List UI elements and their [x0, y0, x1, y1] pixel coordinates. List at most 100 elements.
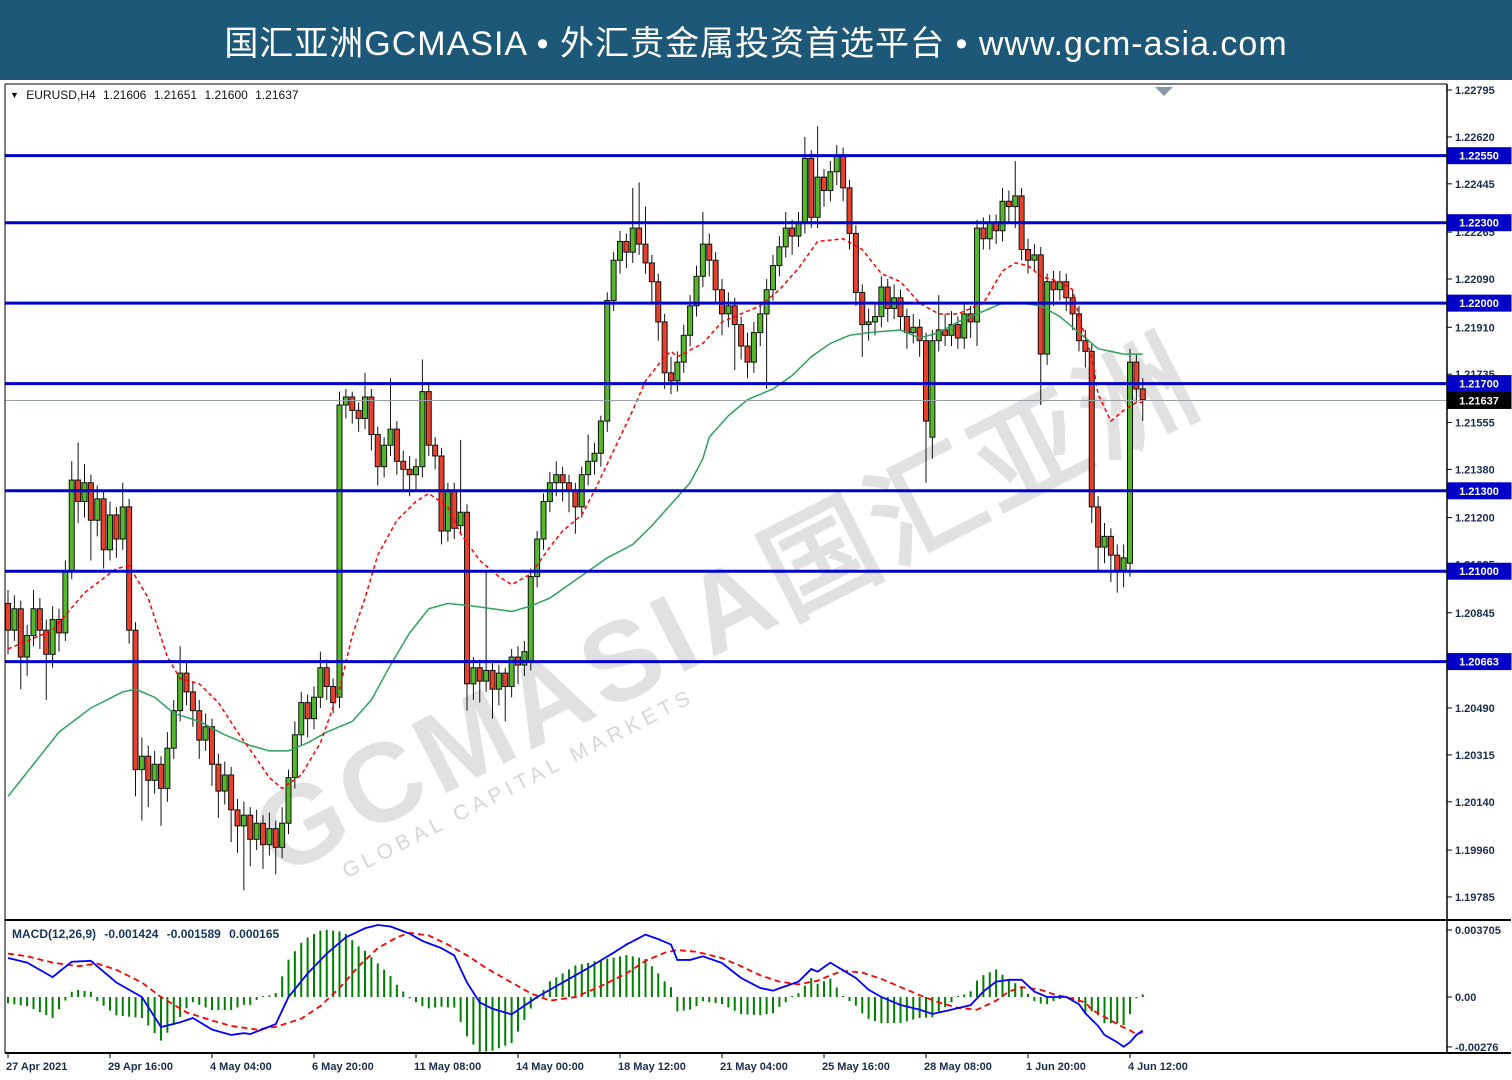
- candle-down: [954, 324, 961, 339]
- candle-down: [425, 391, 432, 446]
- level-price-badge: [1447, 214, 1512, 232]
- ma-slow-green: [7, 302, 1143, 797]
- candle-up: [521, 651, 528, 666]
- candle-down: [1139, 388, 1146, 401]
- candle-up: [291, 734, 298, 779]
- candle-down: [852, 232, 859, 293]
- candle-up: [693, 275, 700, 307]
- candle-up: [910, 326, 917, 334]
- macd-hist-value: 0.000165: [229, 927, 280, 941]
- candle-up: [151, 763, 158, 781]
- candle-down: [648, 262, 655, 283]
- time-tick-label: 18 May 12:00: [618, 1061, 686, 1073]
- candle-down: [623, 240, 630, 253]
- candle-down: [393, 428, 400, 462]
- candle-up: [24, 635, 31, 658]
- candle-down: [113, 514, 120, 540]
- candle-up: [553, 474, 560, 484]
- current-price-badge-label: 1.21637: [1459, 395, 1499, 407]
- symbol-ohlc-line: ▼ EURUSD,H4 1.21606 1.21651 1.21600 1.21…: [10, 88, 303, 102]
- candle-up: [457, 511, 464, 527]
- symbol-dropdown-icon[interactable]: ▼: [10, 90, 19, 100]
- candle-up: [68, 479, 75, 572]
- candle-down: [1050, 281, 1057, 291]
- macd-signal-line: [7, 931, 1143, 1036]
- candle-up: [470, 667, 477, 685]
- candle-down: [712, 259, 719, 291]
- candle-up: [1012, 195, 1019, 208]
- candle-up: [585, 460, 592, 476]
- candle-up: [30, 608, 37, 637]
- candle-down: [1088, 350, 1095, 508]
- level-price-badge: [1447, 562, 1512, 580]
- ohlc-close: 1.21637: [255, 88, 299, 102]
- price-tick-label: 1.21200: [1455, 513, 1495, 525]
- candle-down: [247, 814, 254, 840]
- macd-tick-label: -0.00276: [1455, 1042, 1498, 1054]
- candle-down: [145, 755, 152, 781]
- time-tick-label: 4 Jun 12:00: [1128, 1061, 1188, 1073]
- candle-up: [961, 313, 968, 339]
- candle-up: [94, 498, 101, 521]
- level-price-badge: [1447, 294, 1512, 312]
- candle-down: [923, 340, 929, 422]
- candle-down: [1005, 200, 1012, 208]
- candle-up: [725, 305, 732, 315]
- candle-down: [1133, 361, 1140, 390]
- candle-down: [706, 243, 713, 261]
- candle-up: [285, 777, 292, 824]
- time-tick-label: 28 May 08:00: [924, 1061, 992, 1073]
- candle-down: [228, 774, 235, 811]
- candle-up: [935, 329, 942, 342]
- candle-down: [17, 608, 24, 658]
- current-price-badge: [1447, 391, 1512, 409]
- candle-down: [1063, 281, 1070, 299]
- level-price-badge-label: 1.21000: [1459, 566, 1499, 578]
- candle-up: [495, 672, 502, 690]
- price-tick-label: 1.19960: [1455, 845, 1495, 857]
- level-price-badge-label: 1.22300: [1459, 218, 1499, 230]
- price-chart[interactable]: 1.227951.226201.224451.222651.220901.219…: [0, 80, 1512, 1080]
- candle-down: [502, 672, 509, 688]
- price-tick-label: 1.21380: [1455, 464, 1495, 476]
- candle-down: [559, 474, 566, 484]
- macd-tick-label: 0.00: [1455, 992, 1476, 1004]
- candle-up: [11, 608, 18, 631]
- candle-down: [323, 667, 330, 688]
- candle-up: [483, 669, 490, 682]
- candle-down: [661, 321, 668, 374]
- candle-up: [527, 576, 534, 663]
- candle-up: [1120, 557, 1127, 572]
- candle-down: [400, 460, 407, 470]
- time-tick-label: 25 May 16:00: [822, 1061, 890, 1073]
- candle-up: [674, 361, 681, 382]
- candle-down: [489, 669, 496, 690]
- candle-down: [438, 455, 445, 532]
- candle-up: [540, 501, 547, 540]
- candle-up: [865, 321, 872, 326]
- candle-down: [374, 434, 381, 468]
- candle-down: [100, 498, 107, 551]
- candle-down: [43, 629, 50, 655]
- candle-down: [368, 396, 375, 436]
- candle-up: [1101, 535, 1108, 548]
- candle-up: [177, 672, 184, 712]
- price-tick-label: 1.19785: [1455, 892, 1495, 904]
- price-tick-label: 1.22795: [1455, 85, 1495, 97]
- time-tick-label: 14 May 00:00: [516, 1061, 584, 1073]
- level-price-badge: [1447, 482, 1512, 500]
- candle-up: [221, 774, 228, 792]
- candle-down: [980, 227, 987, 240]
- candle-down: [189, 691, 196, 712]
- candle-up: [1044, 281, 1051, 355]
- candle-up: [827, 171, 834, 192]
- candle-down: [234, 809, 241, 827]
- candle-down: [897, 297, 904, 318]
- candle-down: [738, 324, 745, 347]
- candle-down: [183, 672, 190, 693]
- candle-down: [406, 468, 413, 476]
- candle-down: [636, 227, 643, 245]
- time-tick-label: 27 Apr 2021: [6, 1061, 67, 1073]
- candle-down: [859, 291, 866, 326]
